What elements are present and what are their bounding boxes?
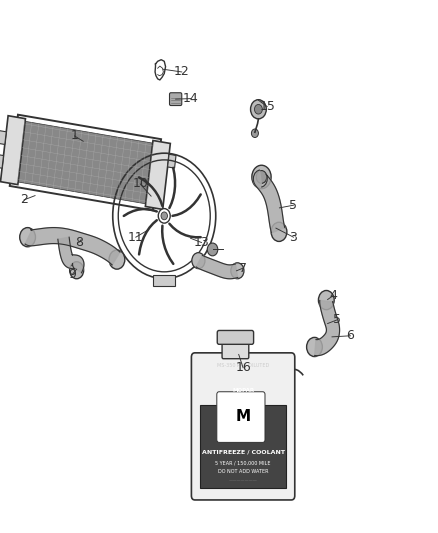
Text: 4: 4 bbox=[329, 289, 337, 302]
Text: 2: 2 bbox=[20, 193, 28, 206]
Circle shape bbox=[254, 104, 262, 114]
Polygon shape bbox=[315, 301, 339, 356]
FancyBboxPatch shape bbox=[200, 405, 286, 488]
Text: ———————: ——————— bbox=[229, 479, 258, 483]
Circle shape bbox=[158, 208, 170, 223]
Polygon shape bbox=[0, 155, 4, 168]
Polygon shape bbox=[196, 255, 238, 279]
Polygon shape bbox=[253, 170, 285, 233]
Text: 6: 6 bbox=[346, 329, 354, 342]
Polygon shape bbox=[168, 154, 176, 168]
Circle shape bbox=[192, 253, 205, 269]
FancyBboxPatch shape bbox=[217, 392, 265, 442]
Circle shape bbox=[251, 129, 258, 138]
Circle shape bbox=[318, 290, 334, 310]
Text: 8: 8 bbox=[75, 236, 83, 249]
Text: M: M bbox=[236, 409, 251, 424]
Circle shape bbox=[161, 212, 167, 220]
Circle shape bbox=[20, 228, 35, 247]
Circle shape bbox=[207, 243, 218, 256]
Text: MS-350 PRE-DILUTED: MS-350 PRE-DILUTED bbox=[217, 362, 269, 368]
Text: 1: 1 bbox=[71, 130, 78, 142]
Polygon shape bbox=[145, 141, 170, 209]
FancyBboxPatch shape bbox=[217, 330, 254, 344]
Text: 16: 16 bbox=[235, 361, 251, 374]
Text: 9: 9 bbox=[68, 268, 76, 281]
Circle shape bbox=[70, 262, 84, 279]
Polygon shape bbox=[58, 237, 84, 273]
Text: 13: 13 bbox=[194, 236, 209, 249]
Polygon shape bbox=[153, 274, 175, 286]
Text: 10: 10 bbox=[132, 177, 148, 190]
Text: ANTIFREEZE / COOLANT: ANTIFREEZE / COOLANT bbox=[201, 449, 285, 455]
FancyBboxPatch shape bbox=[222, 340, 249, 359]
Text: 11: 11 bbox=[128, 231, 144, 244]
Text: DO NOT ADD WATER: DO NOT ADD WATER bbox=[218, 469, 268, 474]
Circle shape bbox=[307, 337, 322, 357]
Circle shape bbox=[109, 250, 125, 269]
Polygon shape bbox=[0, 131, 6, 144]
Text: 5: 5 bbox=[290, 199, 297, 212]
FancyBboxPatch shape bbox=[170, 93, 182, 106]
Polygon shape bbox=[18, 122, 153, 204]
Polygon shape bbox=[25, 228, 120, 265]
Circle shape bbox=[251, 100, 266, 119]
Text: 7: 7 bbox=[239, 262, 247, 274]
Circle shape bbox=[231, 263, 244, 279]
Text: 5 YEAR / 150,000 MILE: 5 YEAR / 150,000 MILE bbox=[215, 460, 271, 465]
Circle shape bbox=[252, 165, 271, 189]
Text: 15: 15 bbox=[259, 100, 275, 113]
Text: MOPAR: MOPAR bbox=[232, 387, 254, 393]
Text: 12: 12 bbox=[174, 66, 190, 78]
Polygon shape bbox=[0, 116, 25, 184]
Text: 14: 14 bbox=[183, 92, 198, 105]
Circle shape bbox=[271, 222, 287, 241]
Text: 5: 5 bbox=[333, 313, 341, 326]
Text: 3: 3 bbox=[290, 231, 297, 244]
Circle shape bbox=[256, 171, 267, 183]
FancyBboxPatch shape bbox=[191, 353, 295, 500]
